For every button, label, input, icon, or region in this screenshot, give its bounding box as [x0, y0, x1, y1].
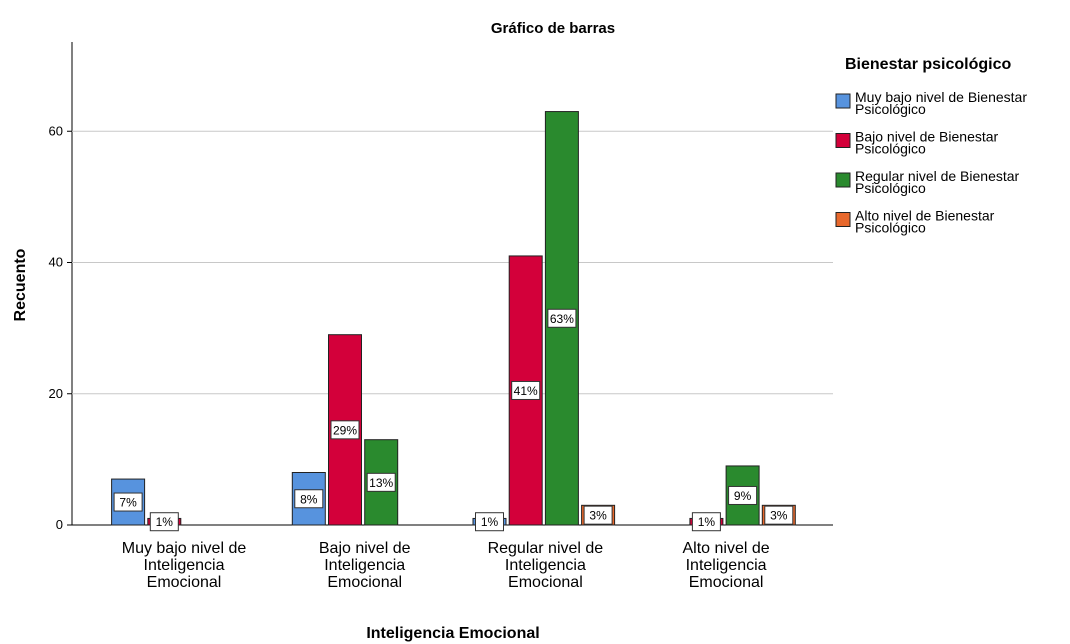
x-axis-label: Inteligencia Emocional: [366, 625, 539, 642]
data-label: 13%: [369, 476, 393, 490]
data-label: 8%: [300, 492, 318, 506]
data-label-box: [728, 485, 758, 505]
data-label-box: [583, 505, 613, 525]
data-label: 1%: [698, 515, 716, 529]
data-label: 3%: [770, 509, 788, 523]
legend-label: Muy bajo nivel de Bienestar Psicológico: [855, 89, 1027, 117]
data-label: 3%: [589, 509, 607, 523]
data-label-box: [366, 472, 396, 492]
data-label-box: [511, 380, 541, 400]
x-tick-label: Alto nivel de Inteligencia Emocional: [683, 540, 770, 591]
y-tick-label: 20: [49, 386, 63, 401]
data-label: 7%: [119, 496, 137, 510]
data-label-box: [294, 489, 324, 509]
y-tick-label: 0: [56, 517, 63, 532]
data-label-box: [764, 505, 794, 525]
x-tick-label: Regular nivel de Inteligencia Emocional: [488, 540, 604, 591]
data-label: 63%: [550, 312, 574, 326]
legend-swatch: [835, 212, 851, 227]
data-label: 9%: [734, 489, 752, 503]
data-label-box: [330, 420, 360, 440]
legend-swatch: [835, 172, 851, 188]
x-tick-label: Muy bajo nivel de Inteligencia Emocional: [122, 540, 247, 591]
data-label: 29%: [333, 423, 357, 437]
data-label: 1%: [156, 515, 174, 529]
legend-swatch: [835, 133, 851, 148]
chart-title: Gráfico de barras: [491, 20, 615, 37]
data-label-box: [547, 308, 577, 328]
legend-swatch: [835, 93, 851, 109]
y-axis-label: Recuento: [12, 248, 29, 321]
y-tick-label: 60: [49, 123, 63, 138]
data-label: 1%: [481, 515, 499, 529]
legend-label: Alto nivel de Bienestar Psicológico: [855, 208, 995, 236]
legend-label: Bajo nivel de Bienestar Psicológico: [855, 129, 999, 157]
legend-label: Regular nivel de Bienestar Psicológico: [855, 168, 1020, 196]
x-tick-label: Bajo nivel de Inteligencia Emocional: [319, 540, 411, 591]
data-label-box: [475, 512, 504, 532]
legend-title: Bienestar psicológico: [845, 56, 1011, 73]
data-label-box: [113, 492, 143, 512]
data-label: 41%: [514, 384, 538, 398]
data-label-box: [691, 512, 721, 532]
y-tick-label: 40: [49, 255, 63, 270]
data-label-box: [149, 512, 179, 532]
